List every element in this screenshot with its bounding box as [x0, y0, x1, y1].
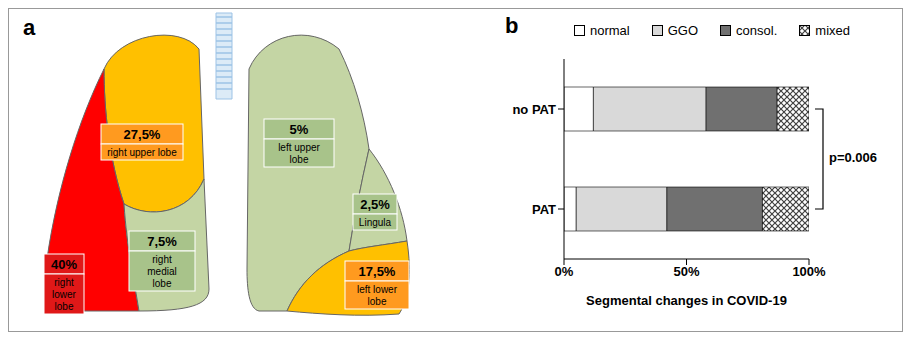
svg-text:lobe: lobe: [368, 296, 387, 307]
svg-text:a: a: [23, 15, 36, 40]
svg-text:no PAT: no PAT: [512, 102, 556, 117]
html-text:GGO: GGO: [667, 23, 699, 38]
svg-text:Segmental changes in COVID-19: Segmental changes in COVID-19: [586, 293, 787, 308]
svg-text:lobe: lobe: [55, 301, 74, 312]
svg-text:7,5%: 7,5%: [147, 234, 177, 249]
svg-text:left lower: left lower: [357, 284, 398, 295]
svg-text:5%: 5%: [290, 122, 309, 137]
html-text:b: b: [505, 13, 519, 38]
svg-text:17,5%: 17,5%: [359, 264, 396, 279]
svg-text:27,5%: 27,5%: [124, 127, 161, 142]
svg-text:medial: medial: [147, 266, 176, 277]
svg-text:right upper lobe: right upper lobe: [107, 147, 177, 158]
svg-text:100%: 100%: [792, 264, 826, 279]
svg-text:right: right: [152, 254, 172, 265]
svg-text:Lingula: Lingula: [359, 217, 392, 228]
html-text:mixed: mixed: [815, 23, 850, 38]
svg-text:2,5%: 2,5%: [360, 197, 390, 212]
html-text:p=0.006: p=0.006: [829, 150, 878, 165]
svg-text:40%: 40%: [51, 257, 77, 272]
svg-text:right: right: [54, 277, 74, 288]
svg-text:50%: 50%: [673, 264, 699, 279]
svg-text:lobe: lobe: [290, 154, 309, 165]
svg-text:lobe: lobe: [153, 278, 172, 289]
html-text:normal: normal: [590, 23, 630, 38]
svg-text:PAT: PAT: [532, 202, 556, 217]
html-text:consol.: consol.: [736, 23, 778, 38]
svg-text:lower: lower: [52, 289, 77, 300]
svg-text:0%: 0%: [555, 264, 574, 279]
svg-text:left upper: left upper: [278, 142, 320, 153]
